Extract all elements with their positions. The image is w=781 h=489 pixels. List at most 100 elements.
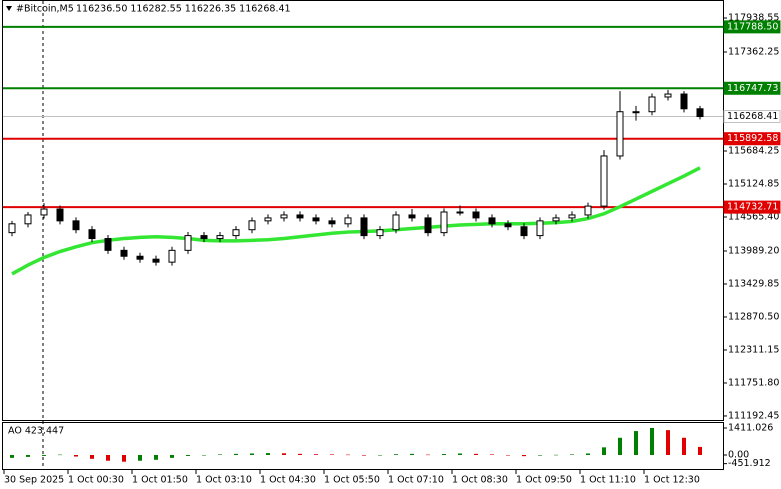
ao-bar	[426, 454, 430, 456]
ao-bar	[442, 454, 446, 455]
candle-body	[616, 111, 624, 157]
candle-body	[360, 217, 368, 237]
ao-tick-label: 0.00	[728, 449, 749, 460]
candle-body	[520, 226, 528, 237]
ao-bar	[138, 454, 142, 461]
candle-body	[72, 220, 80, 231]
ao-bar	[154, 454, 158, 460]
level-label: 115892.58	[727, 133, 778, 144]
candle-body	[216, 235, 224, 240]
ao-bar	[346, 454, 350, 456]
ao-bar	[186, 454, 190, 456]
ao-bar	[234, 453, 238, 455]
y-tick-label: 115124.85	[728, 178, 779, 189]
candle-body	[392, 214, 400, 231]
ao-bar	[282, 453, 286, 455]
candle-body	[120, 249, 128, 257]
y-tick-label: 112870.50	[728, 311, 779, 322]
candle-body	[56, 208, 64, 222]
candle-body	[504, 223, 512, 228]
y-tick-label: 113989.20	[728, 245, 779, 256]
ao-bar	[458, 453, 462, 455]
candle-body	[632, 111, 640, 114]
ao-bar	[602, 447, 606, 455]
x-tick-label: 1 Oct 04:30	[260, 475, 316, 486]
candle-body	[104, 238, 112, 251]
level-label-bg	[723, 200, 781, 214]
ao-bar	[26, 454, 30, 457]
x-tick-label: 1 Oct 11:10	[580, 475, 636, 486]
candle-body	[264, 217, 272, 222]
y-tick-label: 117938.55	[728, 13, 779, 24]
moving-average	[11, 166, 701, 276]
ao-bar	[554, 454, 558, 456]
ao-bar	[202, 454, 206, 456]
candle-body	[184, 235, 192, 251]
x-tick-label: 1 Oct 03:10	[196, 475, 252, 486]
ao-bar	[378, 454, 382, 456]
candle-body	[376, 229, 384, 237]
level-label-bg	[723, 110, 781, 124]
ao-bar	[10, 454, 14, 458]
candle-body	[232, 229, 240, 237]
candle-body	[312, 217, 320, 222]
candle-body	[680, 93, 688, 110]
y-tick-label: 112311.15	[728, 344, 779, 355]
candle-body	[664, 93, 672, 98]
y-tick-label: 114565.40	[728, 211, 779, 222]
indicator-frame	[2, 422, 724, 470]
ao-bar	[410, 453, 414, 455]
ao-bar	[570, 454, 574, 455]
ao-title: AO 423.447	[8, 426, 64, 437]
candle-body	[280, 214, 288, 219]
ao-bar	[394, 454, 398, 455]
ao-bar	[634, 431, 638, 455]
candle-body	[648, 96, 656, 113]
ao-bar	[666, 430, 670, 455]
candle-body	[88, 229, 96, 240]
ao-bar	[650, 427, 654, 455]
level-label: 116747.73	[727, 83, 778, 94]
candle-body	[600, 155, 608, 207]
ao-bar	[698, 446, 702, 455]
candle-body	[472, 211, 480, 219]
ao-bar	[586, 453, 590, 455]
candle-body	[440, 211, 448, 234]
candle-body	[200, 235, 208, 240]
symbol: #Bitcoin,M5	[16, 4, 74, 15]
candle-body	[152, 258, 160, 263]
ao-bar	[42, 454, 46, 456]
y-tick-label: 115684.25	[728, 145, 779, 156]
x-tick-label: 30 Sep 2025	[4, 475, 64, 486]
ao-bar	[506, 454, 510, 456]
y-tick-label: 113429.85	[728, 278, 779, 289]
ao-bar	[538, 454, 542, 456]
ao-bar	[618, 437, 622, 455]
candle-body	[8, 223, 16, 234]
candle-body	[344, 217, 352, 225]
ao-bar	[106, 454, 110, 461]
x-tick-label: 1 Oct 12:30	[644, 475, 700, 486]
candle-body	[296, 214, 304, 219]
candle-body	[456, 211, 464, 214]
ao-bar	[474, 453, 478, 455]
candle-body	[40, 208, 48, 216]
ao-bar	[522, 454, 526, 457]
candle-body	[328, 220, 336, 225]
x-tick-label: 1 Oct 05:50	[324, 475, 380, 486]
level-label-bg	[723, 20, 781, 34]
candle-body	[536, 220, 544, 237]
ao-bar	[330, 454, 334, 455]
ao-bar	[58, 454, 62, 456]
ao-tick-label: -451.912	[728, 458, 771, 469]
ao-bar	[298, 453, 302, 455]
x-tick-label: 1 Oct 07:10	[388, 475, 444, 486]
level-label: 114732.71	[727, 202, 778, 213]
level-label: 117788.50	[727, 21, 778, 32]
x-tick-label: 1 Oct 00:30	[68, 475, 124, 486]
ao-bar	[250, 453, 254, 455]
ao-bar	[218, 454, 222, 455]
ao-bar	[490, 454, 494, 455]
